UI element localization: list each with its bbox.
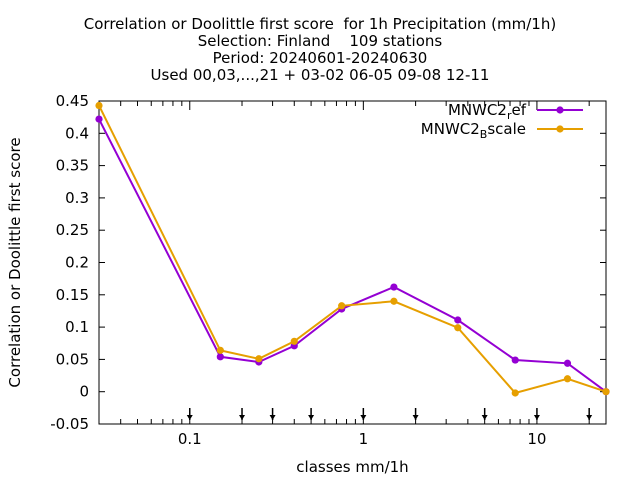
series-line-1 [98, 105, 607, 395]
chart-title-line-1: Correlation or Doolittle first score for… [83, 15, 557, 33]
series-1-point [454, 324, 462, 332]
series-0-point [390, 283, 398, 291]
y-tick-label: 0.35 [56, 157, 89, 175]
plot-frame [98, 100, 607, 425]
series-0-point [454, 316, 462, 324]
series-0-point [563, 359, 572, 367]
class-marker-arrowhead [533, 415, 540, 420]
y-tick-label: 0.4 [65, 124, 89, 142]
class-marker-arrowhead [481, 415, 488, 420]
x-axis-label: classes mm/1h [296, 458, 408, 476]
legend-label-1: MNWC2Bscale [421, 120, 526, 141]
series-1-point [511, 389, 519, 397]
class-marker-arrowhead [239, 415, 246, 420]
series-0-point [216, 353, 224, 361]
series-1-point [216, 346, 224, 354]
x-tick-label: 0.1 [178, 430, 202, 448]
class-marker-arrowhead [412, 415, 419, 420]
series-1-point [390, 297, 398, 305]
y-tick-label: -0.05 [50, 415, 89, 433]
series-line-0 [98, 118, 607, 393]
x-tick-label: 10 [527, 430, 546, 448]
y-tick-label: 0.15 [56, 286, 89, 304]
class-marker-arrowhead [308, 415, 315, 420]
series-1-point [338, 302, 346, 310]
series-1-point [95, 101, 103, 110]
series-1-point [290, 337, 298, 345]
y-tick-label: 0.3 [65, 189, 89, 207]
chart-title-line-4: Used 00,03,...,21 + 03-02 06-05 09-08 12… [150, 66, 490, 84]
series-0-point [511, 356, 519, 364]
y-tick-label: 0 [79, 383, 89, 401]
y-tick-label: 0.45 [56, 92, 89, 110]
y-tick-label: 0.25 [56, 221, 89, 239]
legend-marker-0 [556, 106, 564, 114]
class-marker-arrowhead [586, 415, 593, 420]
axes: -0.05 0 0.05 0.1 0.15 0.2 0.25 0.3 0.35 0.4 0.45 0.… [6, 92, 607, 476]
y-tick-label: 0.05 [56, 350, 89, 368]
series-1-point [602, 388, 610, 396]
y-axis-label: Correlation or Doolittle first score [6, 137, 24, 387]
y-tick-label: 0.1 [65, 318, 89, 336]
class-marker-arrowhead [360, 415, 367, 420]
y-tick-label: 0.2 [65, 254, 89, 272]
class-marker-arrowhead [269, 415, 276, 420]
class-marker-arrowhead [186, 415, 193, 420]
series-1-point [563, 375, 572, 383]
legend-label-0: MNWC2ref [448, 101, 527, 122]
series-layer [95, 101, 610, 397]
series-0-point [95, 115, 103, 123]
series-1-point [255, 355, 263, 363]
chart-title-line-3: Period: 20240601-20240630 [212, 49, 428, 67]
legend-marker-1 [556, 125, 564, 133]
chart-title-line-2: Selection: Finland 109 stations [197, 32, 443, 50]
x-tick-label: 1 [359, 430, 369, 448]
